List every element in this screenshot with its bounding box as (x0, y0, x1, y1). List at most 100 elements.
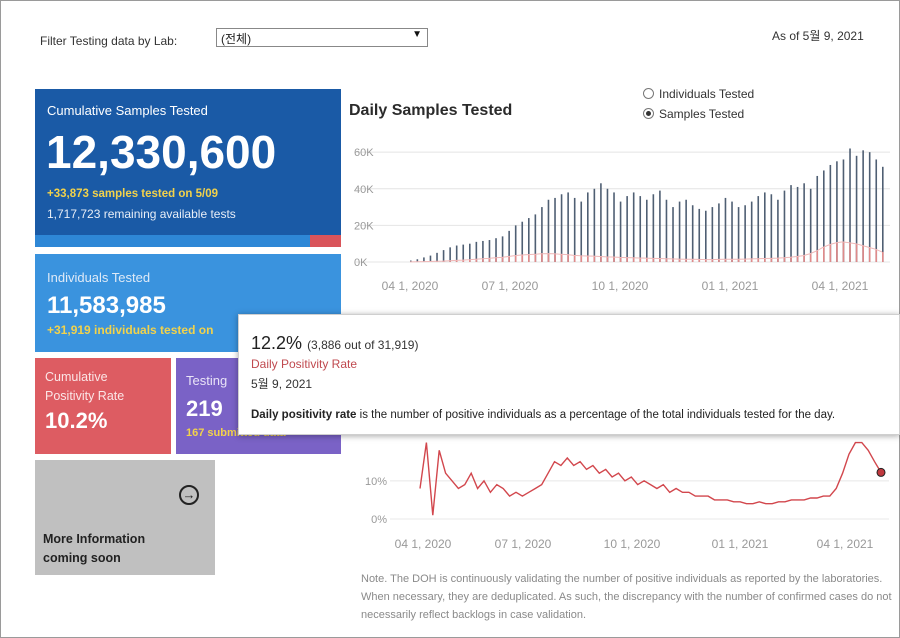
positive-bar[interactable] (691, 259, 694, 262)
samples-bar[interactable] (554, 197, 556, 262)
samples-bar[interactable] (501, 236, 504, 262)
samples-bar[interactable] (534, 214, 537, 262)
samples-bar[interactable] (849, 148, 851, 262)
samples-bar[interactable] (508, 230, 510, 262)
positive-bar[interactable] (514, 255, 517, 262)
positive-bar[interactable] (613, 257, 615, 262)
samples-bar[interactable] (665, 199, 668, 262)
samples-bar[interactable] (495, 238, 497, 262)
positive-bar[interactable] (619, 257, 622, 262)
positive-bar[interactable] (508, 256, 510, 262)
more-information-card[interactable]: → More Information coming soon (35, 460, 215, 575)
samples-bar[interactable] (606, 188, 609, 262)
positive-bar[interactable] (724, 259, 727, 262)
positive-bar[interactable] (777, 258, 779, 262)
positive-bar[interactable] (469, 259, 471, 262)
positive-bar[interactable] (600, 256, 602, 262)
positive-bar[interactable] (567, 254, 569, 262)
positive-bar[interactable] (488, 258, 491, 262)
samples-bar[interactable] (672, 207, 674, 262)
samples-bar[interactable] (790, 185, 792, 262)
samples-bar[interactable] (488, 240, 491, 262)
daily-samples-chart[interactable]: 0K 20K 40K 60K 04 1, 2020 07 1, 2020 10 1, 202… (340, 135, 900, 300)
positive-bar[interactable] (501, 257, 504, 262)
positive-bar[interactable] (783, 257, 786, 262)
positive-bar[interactable] (606, 256, 609, 262)
samples-bar[interactable] (521, 221, 524, 262)
samples-bar[interactable] (587, 192, 589, 262)
positive-bar[interactable] (442, 261, 445, 262)
samples-bar[interactable] (659, 190, 661, 262)
samples-bar[interactable] (691, 205, 694, 262)
positive-bar[interactable] (764, 258, 766, 262)
positive-bar[interactable] (482, 258, 484, 262)
samples-bar[interactable] (855, 155, 858, 262)
samples-bar[interactable] (724, 197, 727, 262)
samples-bar[interactable] (770, 194, 773, 262)
positivity-rate-card[interactable]: Cumulative Positivity Rate 10.2% (35, 358, 171, 454)
positive-bar[interactable] (770, 258, 773, 262)
dropdown-arrow-icon[interactable]: ▼ (412, 29, 422, 40)
samples-bar[interactable] (567, 192, 569, 262)
positive-bar[interactable] (698, 259, 701, 262)
samples-bar[interactable] (541, 207, 543, 262)
arrow-circle-right-icon[interactable]: → (179, 485, 199, 505)
samples-bar[interactable] (416, 259, 419, 262)
samples-bar[interactable] (547, 199, 550, 262)
positive-bar[interactable] (809, 253, 812, 262)
samples-bar[interactable] (816, 175, 819, 262)
radio-button[interactable] (643, 108, 654, 119)
cumulative-samples-card[interactable]: Cumulative Samples Tested 12,330,600 +33… (35, 89, 341, 247)
positive-bar[interactable] (495, 257, 497, 262)
positive-bar[interactable] (737, 259, 740, 262)
positive-bar[interactable] (665, 258, 668, 262)
positive-bar[interactable] (816, 251, 819, 262)
samples-bar[interactable] (600, 183, 602, 262)
samples-bar[interactable] (652, 194, 655, 262)
positive-bar[interactable] (678, 259, 681, 262)
positive-bar[interactable] (744, 259, 746, 262)
samples-bar[interactable] (593, 188, 596, 262)
positive-bar[interactable] (626, 257, 628, 262)
positive-bar[interactable] (836, 242, 838, 262)
positive-bar[interactable] (718, 259, 720, 262)
positive-bar[interactable] (462, 260, 465, 262)
samples-bar[interactable] (823, 170, 825, 262)
samples-bar[interactable] (796, 186, 799, 262)
samples-bar[interactable] (803, 183, 805, 262)
samples-bar[interactable] (475, 241, 478, 262)
samples-bar[interactable] (718, 203, 720, 262)
samples-bar[interactable] (482, 240, 484, 262)
samples-bar[interactable] (731, 201, 733, 262)
positivity-line[interactable] (419, 441, 882, 516)
positive-bar[interactable] (705, 259, 707, 262)
samples-bar[interactable] (705, 210, 707, 262)
samples-bar[interactable] (573, 197, 576, 262)
positive-bar[interactable] (882, 251, 884, 262)
samples-bar[interactable] (809, 188, 812, 262)
samples-bar[interactable] (685, 199, 687, 262)
positive-bar[interactable] (475, 259, 478, 262)
samples-bar[interactable] (737, 207, 740, 262)
samples-bar[interactable] (757, 196, 760, 262)
positive-bar[interactable] (541, 253, 543, 262)
samples-bar[interactable] (639, 196, 642, 262)
positive-bar[interactable] (455, 260, 458, 262)
samples-bar[interactable] (514, 225, 517, 262)
positive-bar[interactable] (593, 256, 596, 262)
samples-bar[interactable] (783, 190, 786, 262)
samples-bar[interactable] (882, 166, 884, 262)
radio-samples-tested[interactable]: Samples Tested (643, 107, 744, 121)
positive-bar[interactable] (842, 241, 845, 262)
samples-bar[interactable] (619, 201, 622, 262)
samples-bar[interactable] (698, 208, 701, 262)
radio-button[interactable] (643, 88, 654, 99)
samples-bar[interactable] (626, 196, 628, 262)
positive-bar[interactable] (547, 253, 550, 262)
samples-bar[interactable] (528, 218, 530, 262)
samples-bar[interactable] (646, 199, 648, 262)
samples-bar[interactable] (436, 252, 438, 262)
samples-bar[interactable] (868, 152, 871, 262)
positive-bar[interactable] (875, 249, 878, 262)
positive-bar[interactable] (731, 259, 733, 262)
